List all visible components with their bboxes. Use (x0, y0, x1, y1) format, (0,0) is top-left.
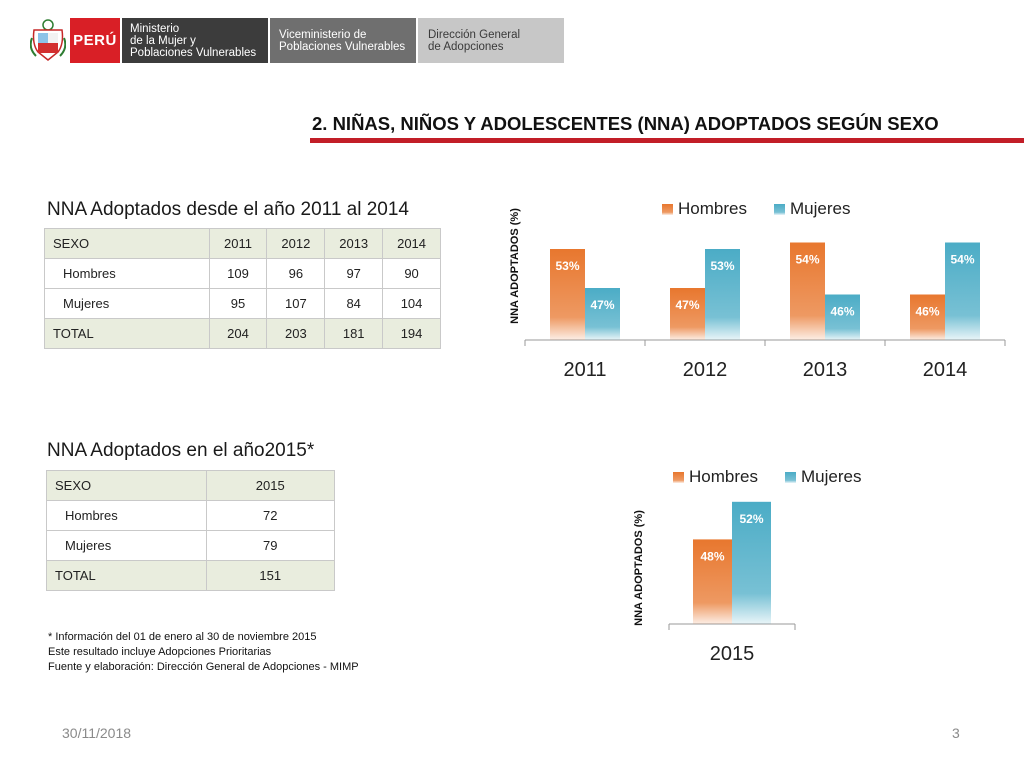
footnote-1: * Información del 01 de enero al 30 de n… (48, 631, 317, 643)
row-label: Mujeres (44, 288, 210, 319)
y-axis-label: NNA ADOPTADOS (%) (509, 208, 521, 324)
cell: 107 (266, 288, 326, 319)
cell: 72 (205, 500, 336, 531)
row-label: TOTAL (44, 318, 210, 349)
cell: 90 (382, 258, 441, 289)
bar-mujeres (705, 249, 740, 340)
bar-hombres (693, 539, 732, 624)
table2-title: NNA Adoptados en el año2015* (47, 440, 315, 461)
legend-swatch (673, 472, 684, 483)
table-2015: SEXO 2015 Hombres 72 Mujeres 79 TOTAL 15… (46, 470, 336, 591)
bar-hombres (550, 249, 585, 340)
cell: 109 (208, 258, 268, 289)
vice-ministry-line-2: Poblaciones Vulnerables (279, 40, 406, 53)
table-header-row: SEXO 2015 (46, 470, 336, 501)
table1-title: NNA Adoptados desde el año 2011 al 2014 (47, 199, 409, 220)
legend-label: Hombres (689, 467, 758, 486)
data-label: 54% (795, 253, 819, 267)
data-label: 53% (555, 259, 579, 273)
cell: 84 (324, 288, 384, 319)
data-label: 46% (830, 305, 854, 319)
legend-swatch (785, 472, 796, 483)
legend-label: Hombres (678, 199, 747, 218)
page-number: 3 (952, 725, 960, 741)
legend-label: Mujeres (790, 199, 850, 218)
ministry-line-1: Ministerio (130, 22, 180, 35)
legend-swatch (662, 204, 673, 215)
table-2011-2014: SEXO 2011 2012 2013 2014 Hombres 109 96 … (44, 228, 441, 349)
directorate-line-1: Dirección General (428, 28, 521, 41)
cell: 204 (208, 318, 268, 349)
section-title: 2. NIÑAS, NIÑOS Y ADOLESCENTES (NNA) ADO… (312, 113, 939, 134)
bar-mujeres (732, 501, 771, 624)
data-label: 48% (700, 549, 724, 563)
y-axis-label: NNA ADOPTADOS (%) (633, 510, 645, 626)
row-label: Mujeres (46, 530, 207, 561)
data-label: 53% (710, 259, 734, 273)
table-total-row: TOTAL 204 203 181 194 (44, 318, 441, 349)
header-cell: 2014 (382, 228, 441, 259)
title-underline (310, 138, 1024, 143)
cell: 95 (208, 288, 268, 319)
bar-mujeres (585, 288, 620, 340)
table-header-row: SEXO 2011 2012 2013 2014 (44, 228, 441, 259)
cell: 203 (266, 318, 326, 349)
table-row: Mujeres 95 107 84 104 (44, 288, 441, 319)
data-label: 52% (739, 512, 763, 526)
ministry-line-2: de la Mujer y (130, 34, 196, 47)
bar-hombres (910, 294, 945, 340)
footer-date: 30/11/2018 (62, 725, 132, 741)
directorate-box: Dirección General de Adopciones (418, 18, 564, 63)
cell: 79 (205, 530, 336, 561)
coat-of-arms-icon (30, 19, 66, 61)
header-cell: 2012 (266, 228, 326, 259)
data-label: 46% (915, 305, 939, 319)
chart-2015: Hombres Mujeres NNA ADOPTADOS (%) 2015 48% 52… (633, 467, 861, 665)
cell: 151 (205, 560, 336, 591)
row-label: TOTAL (46, 560, 207, 591)
x-tick-label: 2013 (803, 359, 848, 381)
cell: 181 (324, 318, 384, 349)
bar-mujeres (945, 242, 980, 340)
header-cell: SEXO (44, 228, 210, 259)
chart-2011-2014: Hombres Mujeres NNA ADOPTADOS (%) 2011 53% 47… (509, 199, 1006, 381)
footnotes: * Información del 01 de enero al 30 de n… (48, 630, 359, 675)
x-tick-label: 2014 (923, 359, 968, 381)
table-row: Hombres 72 (46, 500, 336, 531)
country-text: PERÚ (73, 32, 117, 49)
data-label: 47% (675, 298, 699, 312)
bar-hombres (790, 242, 825, 340)
bar-hombres (670, 288, 705, 340)
legend-label: Mujeres (801, 467, 861, 486)
cell: 97 (324, 258, 384, 289)
cell: 194 (382, 318, 441, 349)
row-label: Hombres (44, 258, 210, 289)
vice-ministry-line-1: Viceministerio de (279, 28, 367, 41)
x-tick-label: 2015 (710, 643, 755, 665)
table-total-row: TOTAL 151 (46, 560, 336, 591)
x-tick-label: 2012 (683, 359, 728, 381)
table-row: Hombres 109 96 97 90 (44, 258, 441, 289)
cell: 104 (382, 288, 441, 319)
x-tick-label: 2011 (563, 359, 606, 381)
data-label: 47% (590, 298, 614, 312)
footnote-3: Fuente y elaboración: Dirección General … (48, 661, 359, 673)
data-label: 54% (950, 253, 974, 267)
ministry-box: Ministerio de la Mujer y Poblaciones Vul… (122, 18, 268, 63)
footnote-2: Este resultado incluye Adopciones Priori… (48, 646, 272, 658)
directorate-line-2: de Adopciones (428, 40, 504, 53)
bar-mujeres (825, 294, 860, 340)
header-cell: 2013 (324, 228, 384, 259)
cell: 96 (266, 258, 326, 289)
table-row: Mujeres 79 (46, 530, 336, 561)
row-label: Hombres (46, 500, 207, 531)
legend-swatch (774, 204, 785, 215)
header-cell: 2015 (205, 470, 336, 501)
country-label: PERÚ (70, 18, 120, 63)
header-cell: 2011 (208, 228, 268, 259)
ministry-line-3: Poblaciones Vulnerables (130, 46, 257, 59)
vice-ministry-box: Viceministerio de Poblaciones Vulnerable… (270, 18, 416, 63)
header-cell: SEXO (46, 470, 207, 501)
